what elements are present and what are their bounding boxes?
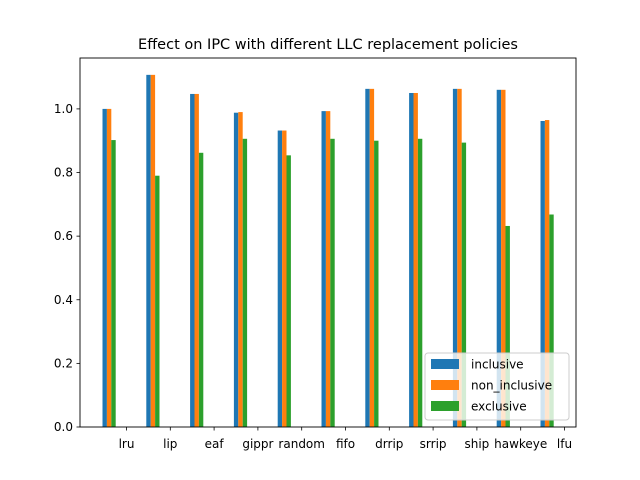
x-tick-label-lfu: lfu [557,437,572,451]
bars-layer [102,74,554,428]
bar-exclusive-random [286,155,291,427]
bar-exclusive-srrip [417,138,423,428]
x-tick-label-lru: lru [119,437,135,451]
legend-box [424,352,570,421]
bar-exclusive-lip [155,175,160,427]
x-tick-label-gippr: gippr [242,437,273,451]
bar-exclusive-eaf [198,152,204,428]
x-tick-label-eaf: eaf [205,437,225,451]
plot-frame [79,57,577,428]
bar-non_inclusive-hawkeye [501,89,506,427]
y-tick-label: 1.0 [54,102,73,116]
bar-inclusive-ship [452,88,458,428]
bar-exclusive-ship [461,142,467,427]
bar-inclusive-random [277,130,283,427]
bar-exclusive-lfu [549,214,554,427]
bar-inclusive-eaf [190,93,195,427]
bar-inclusive-drrip [365,88,370,428]
legend-label-inclusive: inclusive [471,358,524,372]
bar-exclusive-lru [111,140,116,427]
x-tick-label-lip: lip [163,437,177,451]
x-axis: lru lip eaf gippr random fifo drrip srrip ship ha… [119,427,572,451]
legend-label-exclusive: exclusive [471,400,527,414]
legend-label-non_inclusive: non_inclusive [471,379,552,393]
x-tick-label-drrip: drrip [375,437,403,451]
x-tick-label-srrip: srrip [420,437,447,451]
y-tick-label: 0.4 [54,293,73,307]
legend-swatch-inclusive [431,359,459,369]
legend: inclusive non_inclusive exclusive [424,352,570,421]
y-tick-label: 0.0 [54,420,73,434]
legend-swatch-exclusive [431,401,459,411]
bar-inclusive-lru [102,108,107,428]
bar-non_inclusive-ship [457,88,462,428]
bar-non_inclusive-random [282,130,287,427]
x-tick-label-ship: ship [464,437,489,451]
chart-title: Effect on IPC with different LLC replace… [138,37,518,53]
x-tick-label-hawkeye: hawkeye [494,437,547,451]
bar-exclusive-hawkeye [505,225,510,427]
bar-non_inclusive-lru [106,108,112,428]
bar-non_inclusive-gippr [238,112,243,427]
bar-exclusive-drrip [374,140,379,427]
bar-non_inclusive-lip [150,74,156,428]
bar-non_inclusive-srrip [413,92,418,428]
y-tick-label: 0.6 [54,229,73,243]
y-tick-label: 0.2 [54,356,73,370]
bar-exclusive-gippr [242,138,248,428]
bar-inclusive-lfu [540,120,545,427]
bar-non_inclusive-fifo [325,111,331,428]
bar-inclusive-lip [146,74,151,428]
y-tick-label: 0.8 [54,166,73,180]
y-axis: 0.0 0.2 0.4 0.6 0.8 1.0 [54,102,80,434]
bar-exclusive-fifo [330,138,335,428]
bar-inclusive-srrip [409,92,414,428]
x-tick-label-fifo: fifo [336,437,355,451]
bar-inclusive-gippr [233,112,239,428]
x-tick-label-random: random [278,437,325,451]
bar-inclusive-fifo [321,111,326,428]
bar-inclusive-hawkeye [496,89,502,427]
bar-non_inclusive-lfu [544,120,550,427]
legend-swatch-non_inclusive [431,380,459,390]
bar-non_inclusive-drrip [369,88,375,428]
bar-non_inclusive-eaf [194,93,199,427]
